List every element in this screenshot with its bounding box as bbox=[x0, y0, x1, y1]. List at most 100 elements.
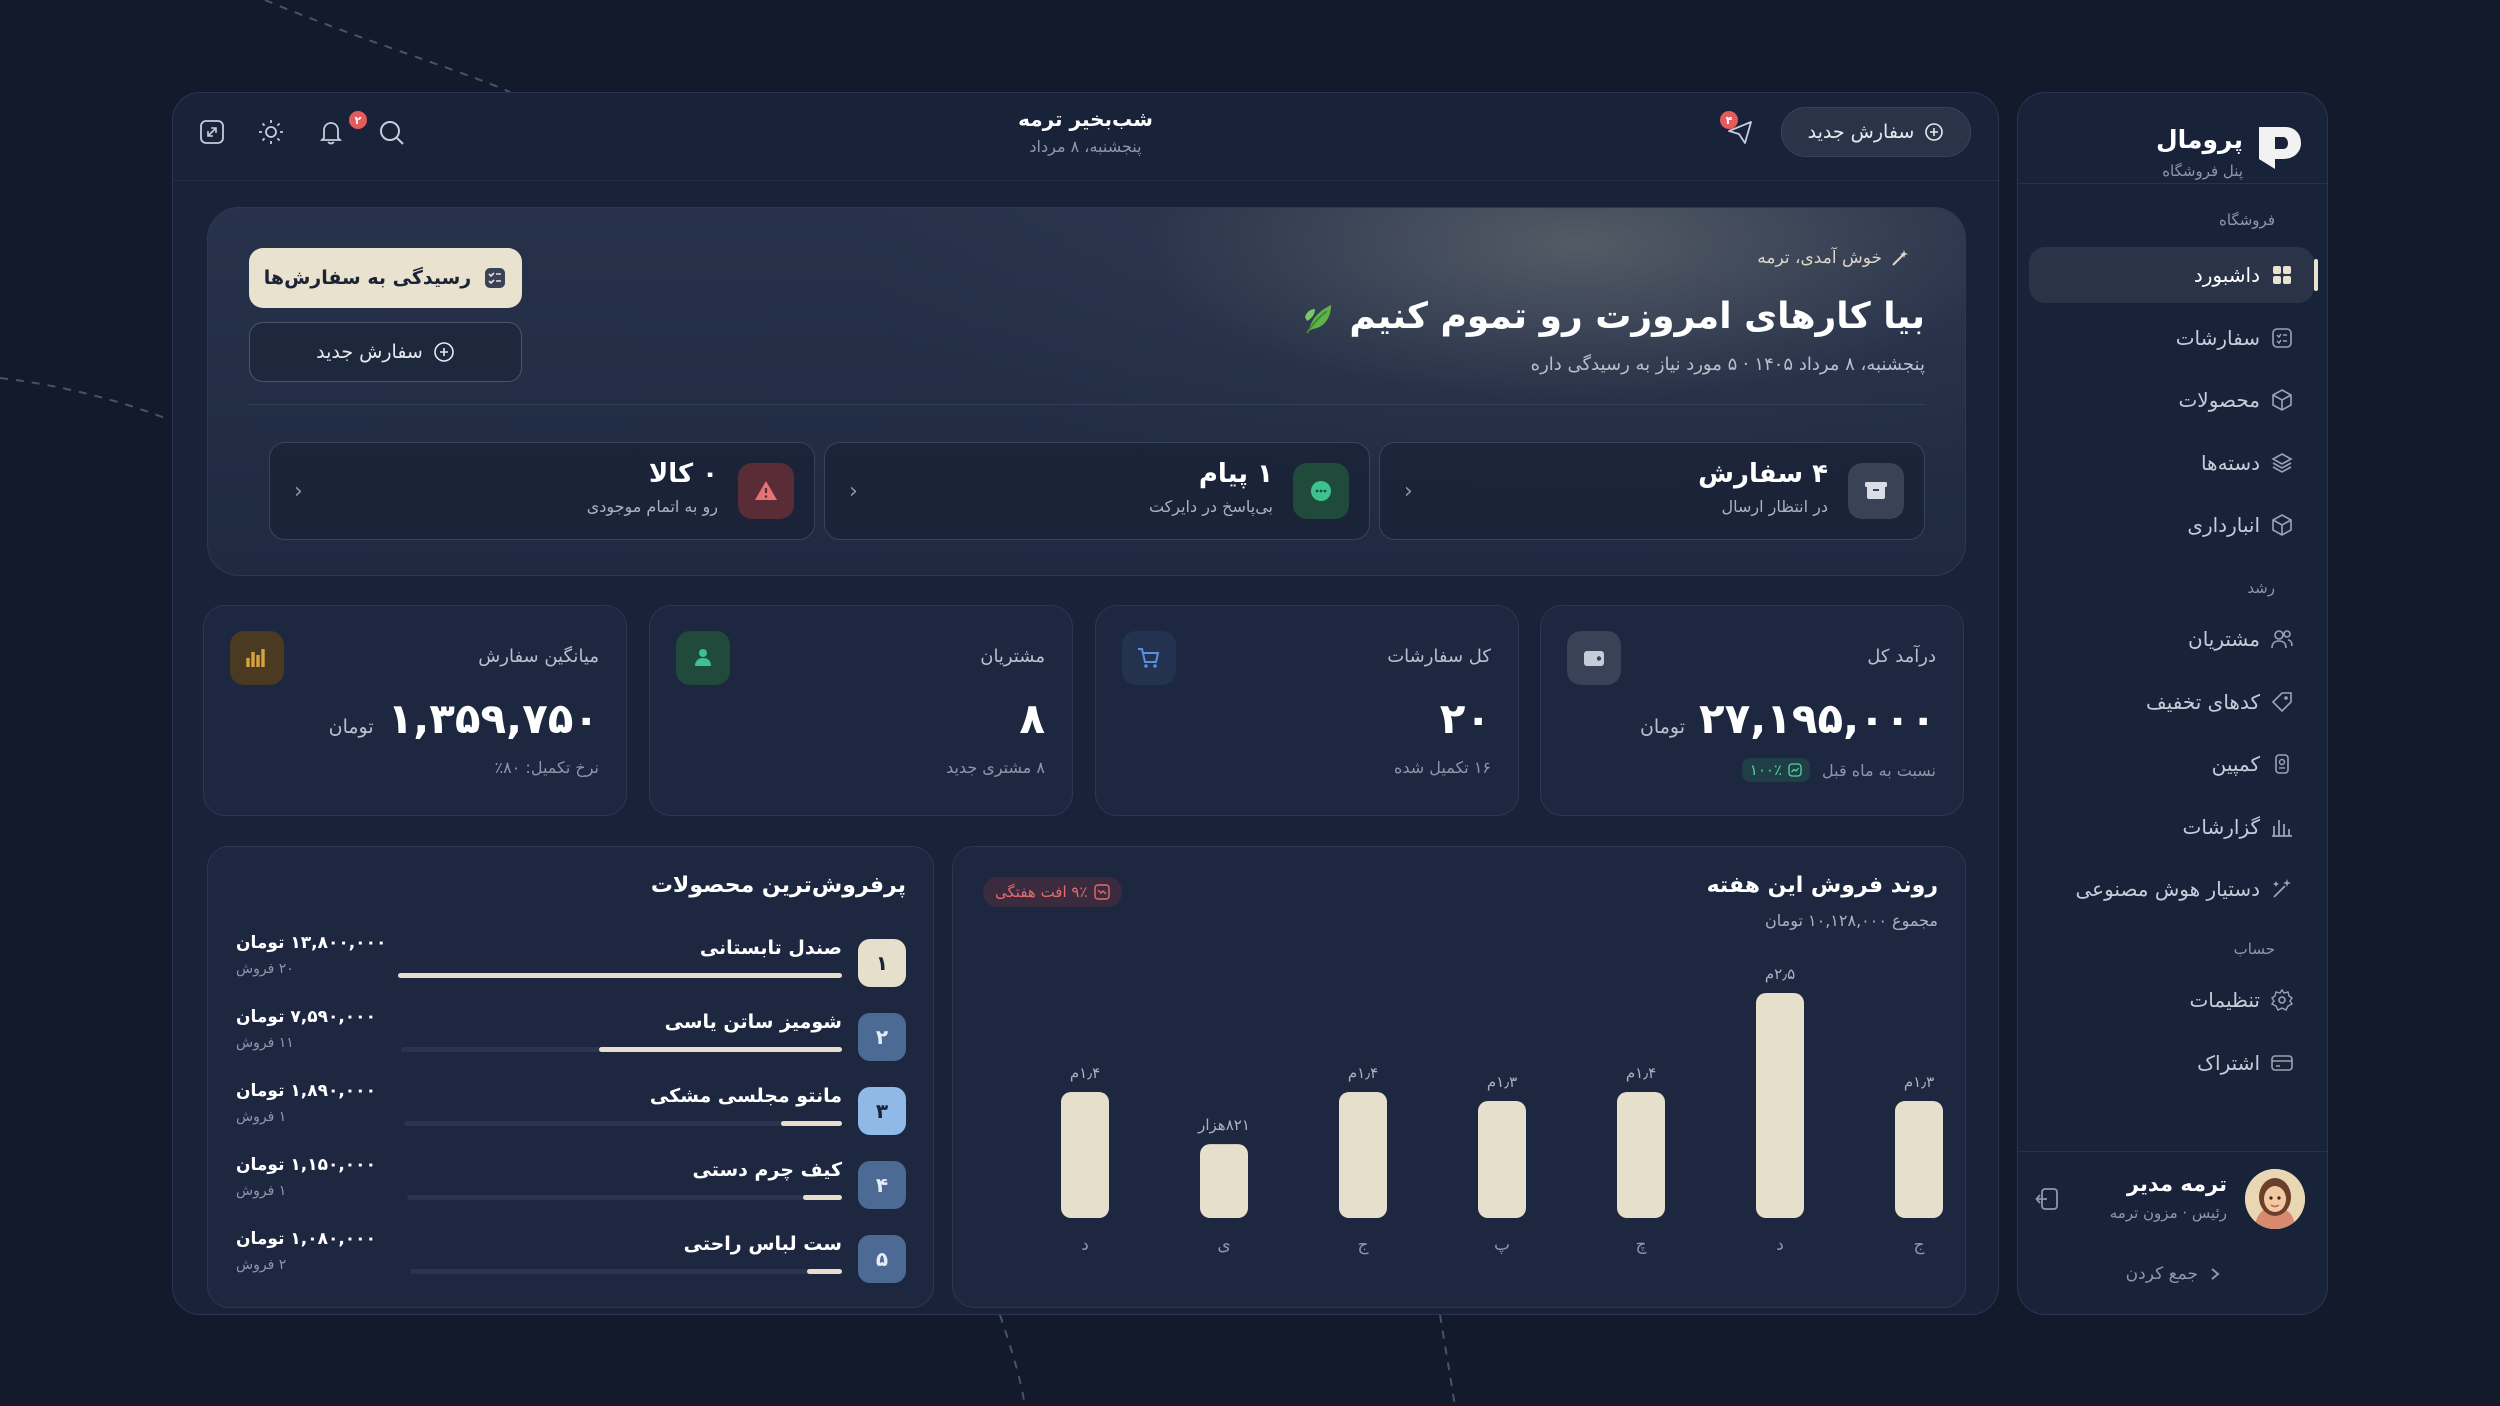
product-row[interactable]: ۱ صندل تابستانی ۱۳,۸۰۰,۰۰۰ تومان ۲۰ فروش bbox=[236, 933, 906, 995]
stat-value: ۱,۳۵۹,۷۵۰ تومان bbox=[329, 694, 599, 743]
task-title: ۱ پیام bbox=[1198, 459, 1273, 489]
chart-bar[interactable] bbox=[1478, 1101, 1526, 1218]
chart-category-label: د bbox=[1776, 1235, 1784, 1255]
trend-up-icon bbox=[1788, 763, 1802, 777]
chat-icon bbox=[1311, 481, 1331, 501]
sidebar-item-label: دستیار هوش مصنوعی bbox=[2075, 877, 2260, 901]
sidebar-item[interactable]: داشبورد bbox=[2029, 247, 2318, 303]
card-icon bbox=[2271, 1054, 2293, 1071]
product-name: صندل تابستانی bbox=[699, 937, 842, 959]
sidebar-item[interactable]: محصولات bbox=[2029, 372, 2314, 428]
product-share-track bbox=[398, 973, 842, 978]
fullscreen-icon[interactable] bbox=[197, 117, 227, 147]
product-share-track bbox=[407, 1195, 842, 1200]
bell-badge: ۲ bbox=[349, 111, 367, 129]
cart-icon bbox=[1138, 648, 1160, 668]
leaf-icon bbox=[1305, 304, 1332, 334]
weekly-drop-badge: ۹٪ افت هفتگی bbox=[983, 877, 1122, 907]
product-name: شومیز ساتن یاسی bbox=[664, 1011, 842, 1033]
stat-label: کل سفارشات bbox=[1387, 646, 1491, 667]
chart-bar[interactable] bbox=[1200, 1144, 1248, 1218]
chart-bar[interactable] bbox=[1617, 1092, 1665, 1218]
stat-foot-text: نسبت به ماه قبل bbox=[1822, 760, 1936, 780]
top-products-title: پرفروش‌ترین محصولات bbox=[650, 873, 906, 898]
grid-icon bbox=[2273, 266, 2291, 284]
hero-new-order-button[interactable]: سفارش جدید bbox=[249, 322, 522, 382]
magic-wand-icon bbox=[2273, 879, 2291, 898]
plus-circle-icon bbox=[1925, 123, 1944, 141]
chart-data-label: ۱٫۳م bbox=[1487, 1073, 1517, 1091]
product-revenue: ۱۳,۸۰۰,۰۰۰ تومان bbox=[236, 933, 387, 953]
sidebar-item[interactable]: کمپین bbox=[2029, 736, 2314, 792]
stat-foot: نرخ تکمیل: ۸۰٪ bbox=[495, 758, 599, 777]
chart-data-label: ۱٫۳م bbox=[1904, 1073, 1934, 1091]
logout-icon[interactable] bbox=[2035, 1186, 2061, 1212]
task-card[interactable]: ۰ کالا رو به اتمام موجودی ‹ bbox=[269, 442, 815, 540]
warning-icon bbox=[755, 481, 777, 500]
sidebar-item-label: انبارداری bbox=[2187, 513, 2260, 537]
stat-value-number: ۸ bbox=[1019, 694, 1045, 743]
product-row[interactable]: ۴ کیف چرم دستی ۱,۱۵۰,۰۰۰ تومان ۱ فروش bbox=[236, 1155, 906, 1217]
product-revenue: ۱,۰۸۰,۰۰۰ تومان bbox=[236, 1229, 376, 1249]
task-card[interactable]: ۱ پیام بی‌پاسخ در دایرکت ‹ bbox=[824, 442, 1370, 540]
wallet-icon bbox=[1584, 651, 1604, 666]
chart-category-label: ی bbox=[1217, 1235, 1230, 1255]
product-sales-count: ۱ فروش bbox=[236, 1109, 287, 1125]
stat-foot: نسبت به ماه قبل ۱۰۰٪ bbox=[1741, 758, 1936, 782]
sidebar-item[interactable]: دسته‌ها bbox=[2029, 435, 2314, 491]
stat-value-number: ۱,۳۵۹,۷۵۰ bbox=[387, 694, 599, 743]
product-row[interactable]: ۲ شومیز ساتن یاسی ۷,۵۹۰,۰۰۰ تومان ۱۱ فروش bbox=[236, 1007, 906, 1069]
layers-icon bbox=[2271, 452, 2293, 473]
product-revenue: ۷,۵۹۰,۰۰۰ تومان bbox=[236, 1007, 376, 1027]
top-products-card: پرفروش‌ترین محصولات ۱ صندل تابستانی ۱۳,۸۰۰… bbox=[207, 846, 934, 1308]
stat-foot-text: ۱۶ تکمیل شده bbox=[1393, 758, 1491, 777]
send-icon[interactable] bbox=[1725, 117, 1755, 147]
sidebar-item[interactable]: کدهای تخفیف bbox=[2029, 674, 2314, 730]
collapse-label: جمع کردن bbox=[2125, 1264, 2198, 1284]
user-profile[interactable]: ترمه مدیر رئیس · مزون ترمه bbox=[2035, 1164, 2305, 1234]
chart-bar[interactable] bbox=[1756, 993, 1804, 1218]
sidebar-item[interactable]: تنظیمات bbox=[2029, 972, 2314, 1028]
chart-bar[interactable] bbox=[1339, 1092, 1387, 1218]
greeting: شب‌بخیر ترمه bbox=[1018, 107, 1153, 131]
review-orders-button[interactable]: رسیدگی به سفارش‌ها bbox=[249, 248, 522, 308]
sidebar-item[interactable]: اشتراک bbox=[2029, 1035, 2314, 1091]
hero-panel: خوش آمدی، ترمه بیا کارهای امروزت رو تموم… bbox=[207, 207, 1966, 576]
search-icon[interactable] bbox=[376, 117, 406, 147]
sidebar-item[interactable]: دستیار هوش مصنوعی bbox=[2029, 861, 2314, 917]
sun-icon[interactable] bbox=[256, 117, 286, 147]
stat-card: درآمد کل ۲۷,۱۹۵,۰۰۰ تومان نسبت به ماه قبل ۱۰… bbox=[1540, 605, 1964, 816]
task-subtitle: رو به اتمام موجودی bbox=[586, 497, 718, 516]
sidebar-item[interactable]: مشتریان bbox=[2029, 611, 2314, 667]
sidebar-item[interactable]: گزارشات bbox=[2029, 799, 2314, 855]
chart-bar[interactable] bbox=[1061, 1092, 1109, 1218]
sidebar-item[interactable]: انبارداری bbox=[2029, 497, 2314, 553]
new-order-button[interactable]: سفارش جدید bbox=[1781, 107, 1971, 157]
avatar bbox=[2245, 1169, 2305, 1229]
stat-icon-wrap bbox=[1567, 631, 1621, 685]
product-row[interactable]: ۵ ست لباس راحتی ۱,۰۸۰,۰۰۰ تومان ۲ فروش bbox=[236, 1229, 906, 1291]
bars-icon bbox=[2272, 819, 2292, 837]
sidebar-item-label: کدهای تخفیف bbox=[2145, 689, 2260, 714]
box-icon bbox=[2272, 389, 2292, 411]
brand[interactable]: پرومال پنل فروشگاه bbox=[2033, 111, 2303, 181]
stat-icon-wrap bbox=[1122, 631, 1176, 685]
sidebar-divider bbox=[2018, 183, 2327, 184]
chart-title: روند فروش این هفته bbox=[1706, 873, 1938, 898]
chart-data-label: ۱٫۴م bbox=[1070, 1064, 1100, 1082]
chart-bar[interactable] bbox=[1895, 1101, 1943, 1218]
product-row[interactable]: ۳ مانتو مجلسی مشکی ۱,۸۹۰,۰۰۰ تومان ۱ فروش bbox=[236, 1081, 906, 1143]
task-icon-wrap bbox=[1293, 463, 1349, 519]
collapse-sidebar-button[interactable]: جمع کردن bbox=[2126, 1264, 2222, 1284]
chart-category-label: ج bbox=[1914, 1235, 1925, 1255]
product-share-track bbox=[401, 1047, 842, 1052]
hero-subtitle: پنجشنبه، ۸ مرداد ۱۴۰۵ · ۵ مورد نیاز به ر… bbox=[1530, 354, 1925, 375]
product-sales-count: ۱ فروش bbox=[236, 1183, 287, 1199]
task-card[interactable]: ۴ سفارش در انتظار ارسال ‹ bbox=[1379, 442, 1925, 540]
sidebar-item[interactable]: سفارشات bbox=[2029, 310, 2314, 366]
sidebar-item-label: کمپین bbox=[2211, 752, 2260, 776]
stat-card: میانگین سفارش ۱,۳۵۹,۷۵۰ تومان نرخ تکمیل: ۸۰… bbox=[203, 605, 627, 816]
users-icon bbox=[2271, 630, 2293, 649]
sales-bar-chart: ۱٫۳م ج ۲٫۵م د ۱٫۴م چ ۱٫۳م پ ۱٫۴م ج ۸۲۱هزار ی ۱٫۴م د bbox=[1061, 965, 1943, 1255]
bell-icon[interactable] bbox=[316, 117, 346, 147]
